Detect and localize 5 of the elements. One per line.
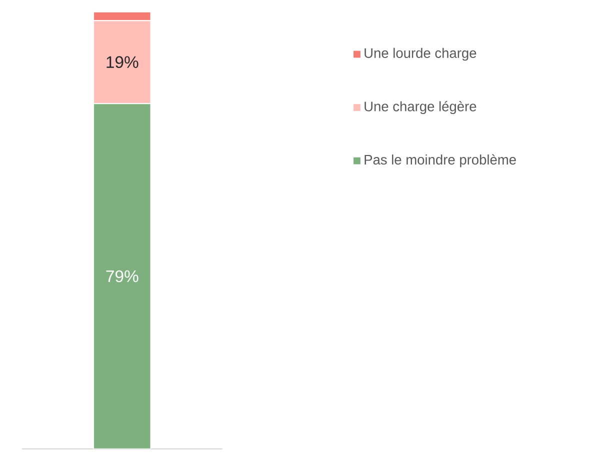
legend-label: Une lourde charge: [364, 48, 476, 61]
data-label: 19%: [106, 56, 138, 68]
legend-label: Une charge légère: [364, 101, 476, 114]
data-label: 79%: [106, 270, 138, 282]
legend-label: Pas le moindre problème: [364, 154, 516, 168]
